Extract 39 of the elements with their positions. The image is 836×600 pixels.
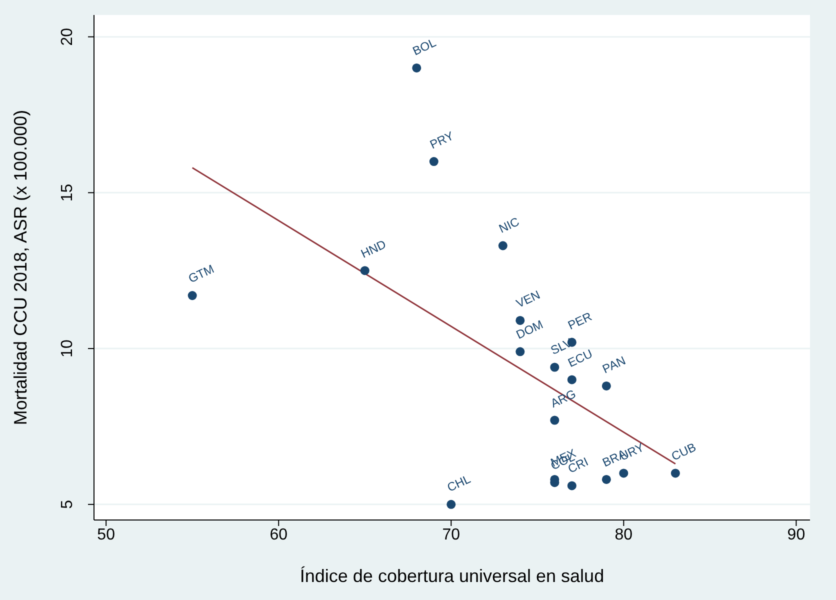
point xyxy=(360,266,370,276)
point xyxy=(412,63,422,72)
data-label: ARG xyxy=(548,386,578,410)
data-label: CHL xyxy=(444,472,473,495)
y-tick-label: 15 xyxy=(59,184,76,202)
x-tick-label: 90 xyxy=(787,526,806,544)
data-label: PER xyxy=(566,309,594,333)
data-label: BOL xyxy=(410,35,438,58)
x-tick-label: 70 xyxy=(442,526,460,544)
y-tick-label: 5 xyxy=(59,500,76,509)
x-axis-title: Índice de cobertura universal en salud xyxy=(300,566,604,586)
data-label: HND xyxy=(358,237,388,261)
point xyxy=(429,157,438,166)
data-label: PRY xyxy=(428,128,456,152)
point xyxy=(619,468,628,478)
y-axis-title: Mortalidad CCU 2018, ASR (x 100.000) xyxy=(10,110,30,426)
data-label: ECU xyxy=(566,346,595,370)
point xyxy=(188,291,197,300)
point xyxy=(550,416,560,425)
point xyxy=(567,375,576,384)
x-tick-label: 60 xyxy=(270,526,288,544)
y-tick-label: 20 xyxy=(59,28,76,46)
data-label: VEN xyxy=(514,288,542,311)
data-label: DOM xyxy=(514,317,546,342)
x-tick-label: 50 xyxy=(97,526,116,544)
x-tick-label: 80 xyxy=(614,526,633,544)
point xyxy=(670,468,680,478)
data-label: NIC xyxy=(496,214,522,236)
point xyxy=(567,481,576,490)
data-label: PAN xyxy=(600,353,628,376)
data-label: CUB xyxy=(669,440,698,464)
point xyxy=(550,362,560,372)
point xyxy=(446,500,456,509)
data-label: GTM xyxy=(186,262,216,286)
point xyxy=(602,381,611,390)
point xyxy=(516,347,525,356)
point xyxy=(602,474,611,484)
y-tick-label: 10 xyxy=(59,340,76,358)
point xyxy=(498,241,508,250)
